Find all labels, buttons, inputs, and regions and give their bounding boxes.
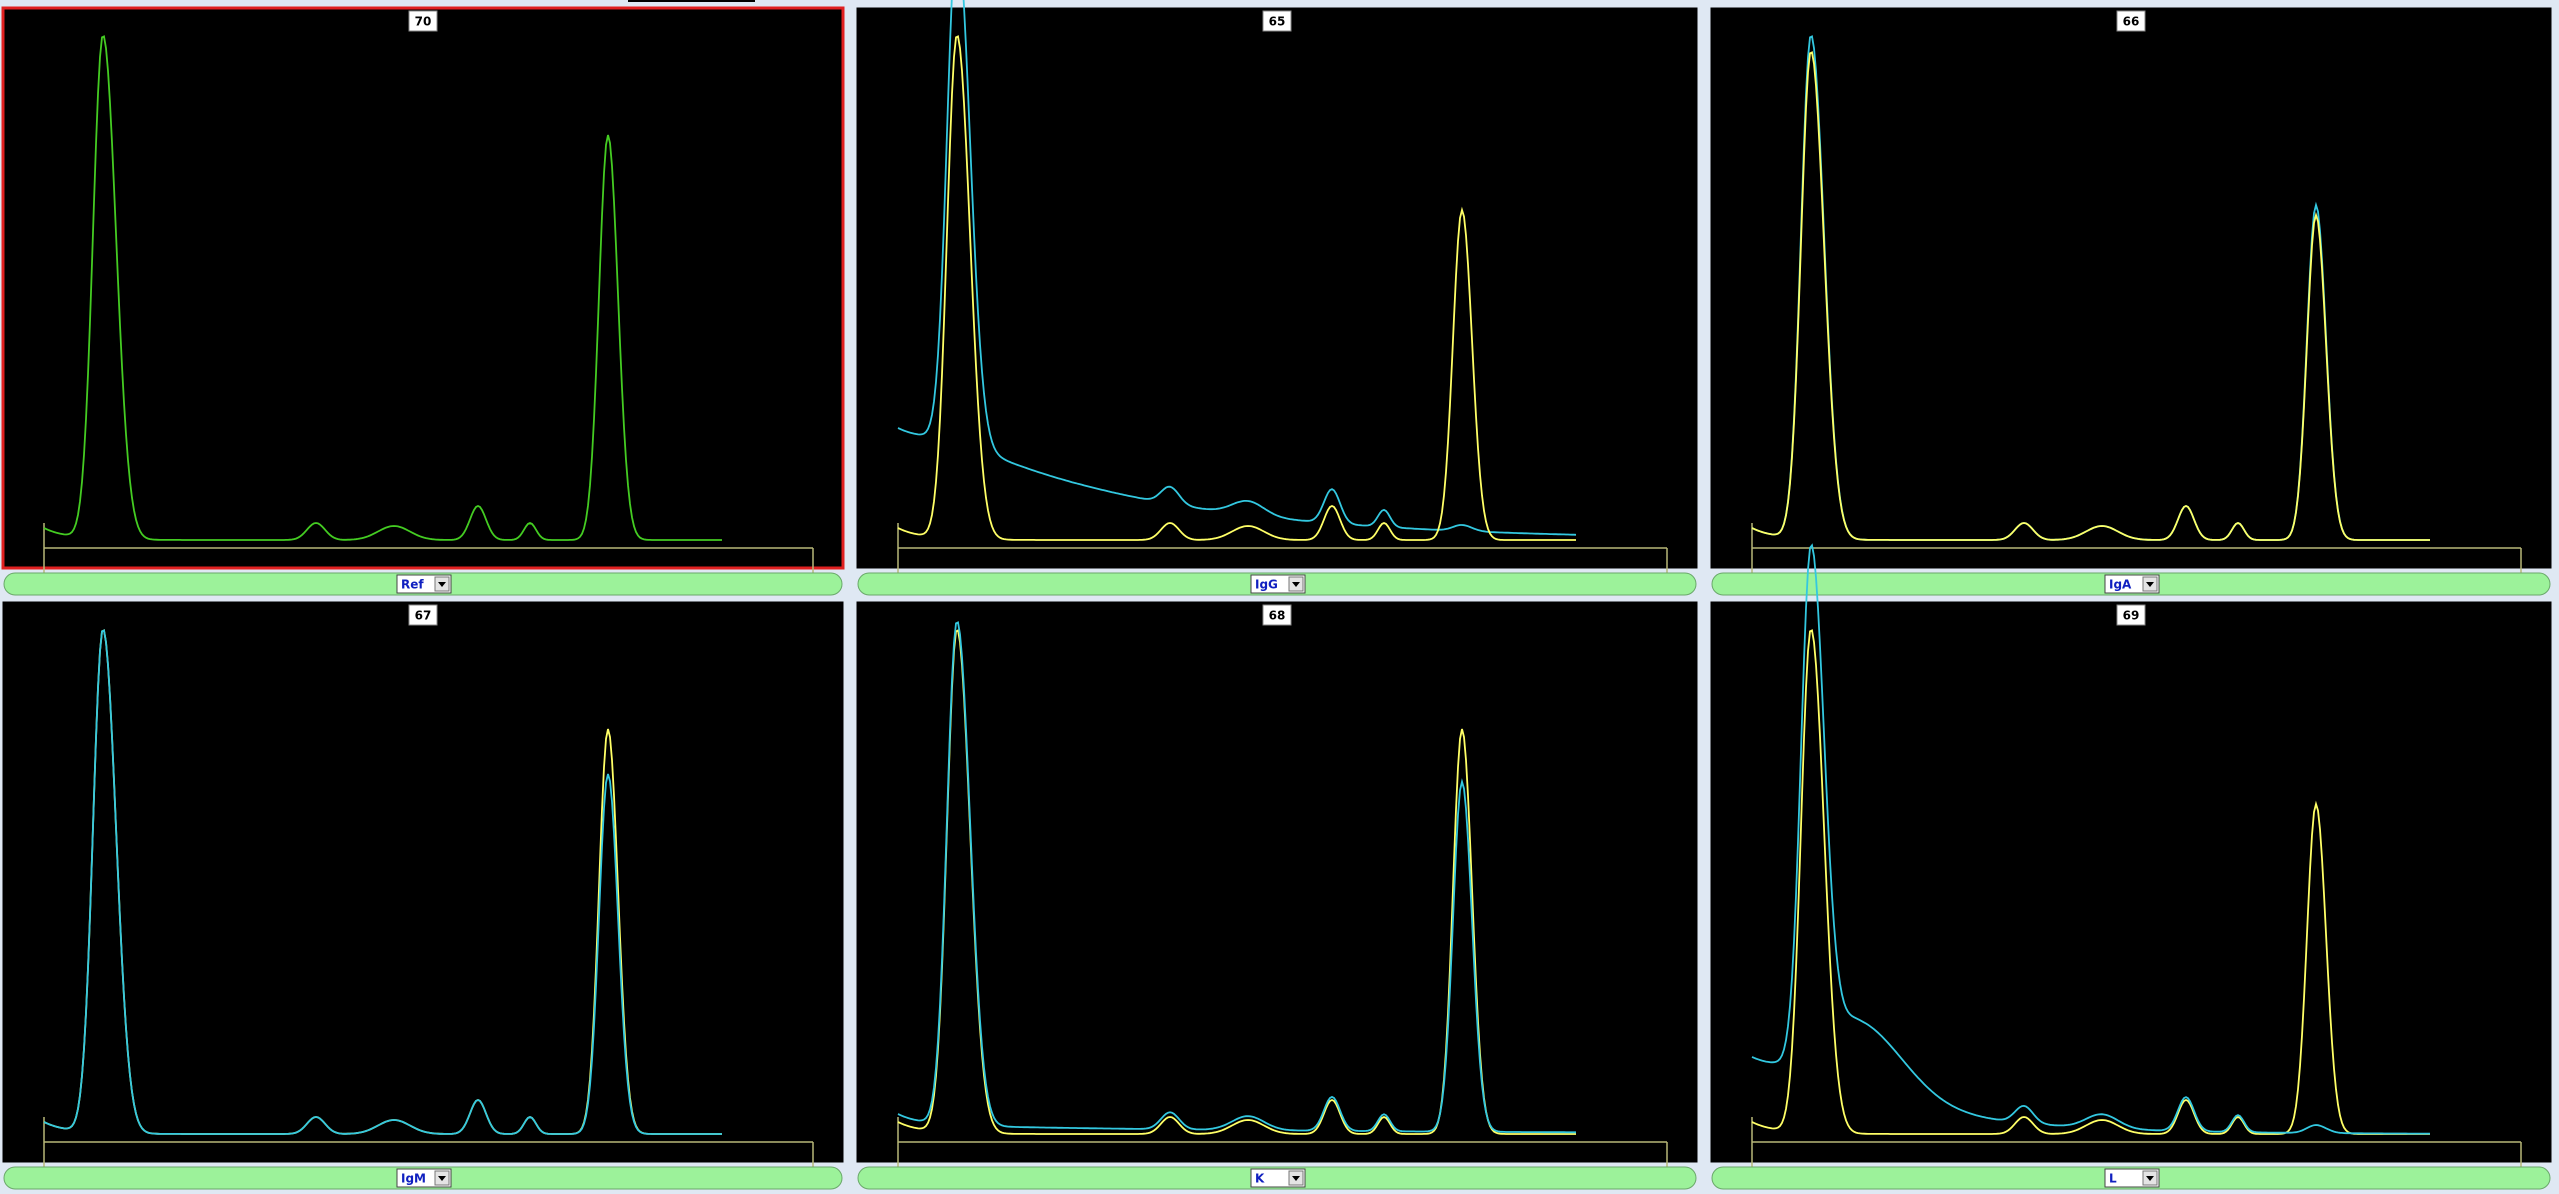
dropdown-arrow[interactable] xyxy=(2146,582,2154,587)
dropdown[interactable]: Ref xyxy=(396,574,452,594)
panel: 66 xyxy=(1710,7,2552,573)
panel: 65 xyxy=(856,0,1698,573)
plot-area xyxy=(1710,601,2552,1163)
trace xyxy=(1751,51,2430,541)
dropdown-arrow[interactable] xyxy=(438,1176,446,1181)
panel: 67 xyxy=(2,601,844,1167)
number-box xyxy=(408,604,438,626)
panel-number: 67 xyxy=(415,609,432,623)
trace xyxy=(897,35,1576,541)
dropdown-value[interactable]: IgG xyxy=(1255,578,1278,592)
dropdown[interactable]: K xyxy=(1250,1168,1306,1188)
top-tab xyxy=(628,0,755,2)
dropdown[interactable]: L xyxy=(2104,1168,2160,1188)
dropdown-arrow[interactable] xyxy=(438,582,446,587)
plot-area xyxy=(856,601,1698,1163)
dropdown-value[interactable]: L xyxy=(2109,1172,2117,1186)
selector-bar: IgA xyxy=(1711,572,2551,596)
dropdown[interactable]: IgG xyxy=(1250,574,1306,594)
dropdown-arrow[interactable] xyxy=(1292,582,1300,587)
number-box xyxy=(2116,604,2146,626)
selector-bar: IgM xyxy=(3,1166,843,1190)
dropdown[interactable]: IgA xyxy=(2104,574,2160,594)
trace xyxy=(43,629,722,1135)
panel: 70 xyxy=(1,6,845,573)
dropdown-value[interactable]: Ref xyxy=(401,578,424,592)
dropdown-value[interactable]: K xyxy=(1255,1172,1265,1186)
selector-bar: K xyxy=(857,1166,1697,1190)
dropdown-value[interactable]: IgM xyxy=(401,1172,426,1186)
panel-number: 68 xyxy=(1269,609,1286,623)
trace xyxy=(1751,543,2430,1135)
panel-number: 70 xyxy=(415,15,432,29)
plot-area xyxy=(2,601,844,1163)
panel: 69 xyxy=(1710,543,2552,1167)
panel-number: 69 xyxy=(2123,609,2140,623)
trace xyxy=(897,621,1576,1134)
number-box xyxy=(1262,10,1292,32)
panel-number: 65 xyxy=(1269,15,1286,29)
plot-area xyxy=(856,7,1698,569)
dropdown-arrow[interactable] xyxy=(1292,1176,1300,1181)
selector-bar: Ref xyxy=(3,572,843,596)
selector-bar: IgG xyxy=(857,572,1697,596)
number-box xyxy=(2116,10,2146,32)
trace xyxy=(1751,629,2430,1135)
number-box xyxy=(1262,604,1292,626)
trace xyxy=(897,629,1576,1135)
dropdown-arrow[interactable] xyxy=(2146,1176,2154,1181)
trace xyxy=(43,35,722,541)
plot-area xyxy=(1710,7,2552,569)
panel: 68 xyxy=(856,601,1698,1167)
panel-number: 66 xyxy=(2123,15,2140,29)
number-box xyxy=(408,10,438,32)
dropdown-value[interactable]: IgA xyxy=(2109,578,2132,592)
selector-bar: L xyxy=(1711,1166,2551,1190)
plot-area xyxy=(1,6,845,570)
dropdown[interactable]: IgM xyxy=(396,1168,452,1188)
trace xyxy=(897,0,1577,536)
